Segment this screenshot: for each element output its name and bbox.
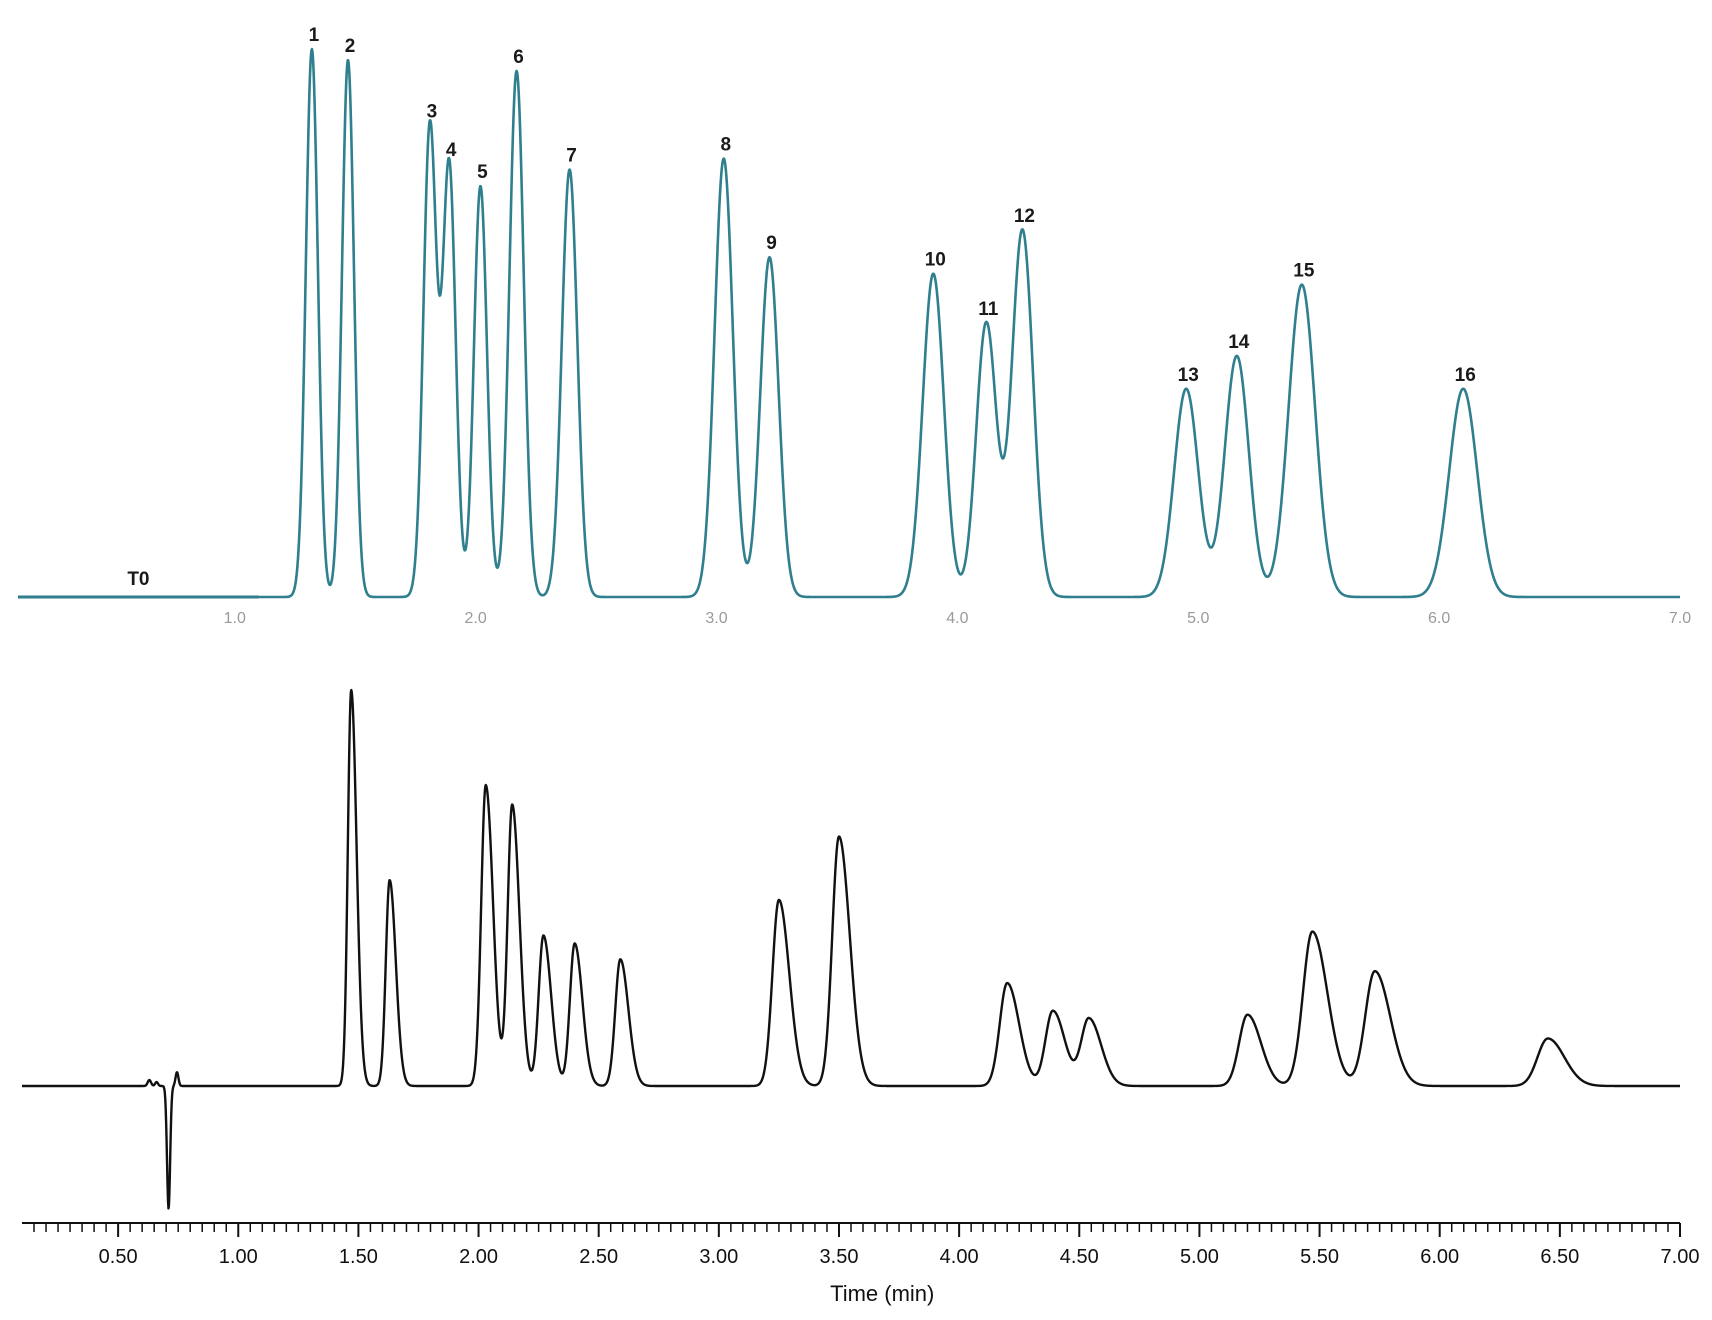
bottom-x-tick-label: 3.50 [820,1246,859,1268]
bottom-chromatogram: 0.50 1.00 1.50 2.00 2.50 3.00 3.50 4.00 4.50 5.00… [21,688,1700,1306]
top-peak-label: 16 [1455,365,1476,386]
bottom-x-tick-label: 4.00 [940,1246,979,1268]
bottom-x-tick-label: 5.00 [1180,1246,1219,1268]
top-x-tick-label: 1.0 [224,610,246,627]
top-peak-label: 3 [427,102,438,123]
top-peak-label: 7 [566,146,577,167]
top-x-tick-label: 2.0 [465,610,487,627]
bottom-x-tick-label: 3.00 [699,1246,738,1268]
top-peak-label: 8 [720,135,731,156]
top-peak-label: 12 [1014,206,1035,227]
top-peak-label: 4 [446,140,457,161]
top-peak-label: 9 [766,233,777,254]
top-peak-label: 14 [1228,332,1250,353]
x-axis-title: Time (min) [830,1281,934,1306]
top-t0-marker-label: T0 [127,569,149,590]
top-peak-label: 10 [925,250,946,271]
bottom-x-tick-label: 0.50 [99,1246,138,1268]
bottom-x-tick-label: 6.50 [1540,1246,1579,1268]
bottom-x-tick-label: 6.00 [1420,1246,1459,1268]
top-peak-label: 13 [1178,365,1199,386]
top-peak-label: 5 [477,162,488,183]
bottom-x-tick-label: 2.50 [579,1246,618,1268]
top-x-tick-label: 6.0 [1428,610,1450,627]
bottom-series-line [21,688,1681,1210]
top-peak-label: 11 [978,299,999,320]
top-peak-label: 2 [345,36,356,57]
top-x-tick-label: 7.0 [1669,610,1691,627]
top-x-tick-label: 5.0 [1187,610,1209,627]
bottom-x-tick-label: 1.00 [219,1246,258,1268]
bottom-x-tick-label: 2.00 [459,1246,498,1268]
top-x-tick-label: 3.0 [705,610,727,627]
top-peak-label: 15 [1293,261,1315,282]
top-series-line [17,47,1681,599]
top-peak-label: 6 [513,47,524,68]
top-x-tick-label: 4.0 [946,610,968,627]
bottom-x-tick-label: 5.50 [1300,1246,1339,1268]
bottom-x-tick-label: 1.50 [339,1246,378,1268]
bottom-x-tick-label: 4.50 [1060,1246,1099,1268]
bottom-x-tick-label: 7.00 [1661,1246,1700,1268]
top-peak-label: 1 [309,25,320,46]
